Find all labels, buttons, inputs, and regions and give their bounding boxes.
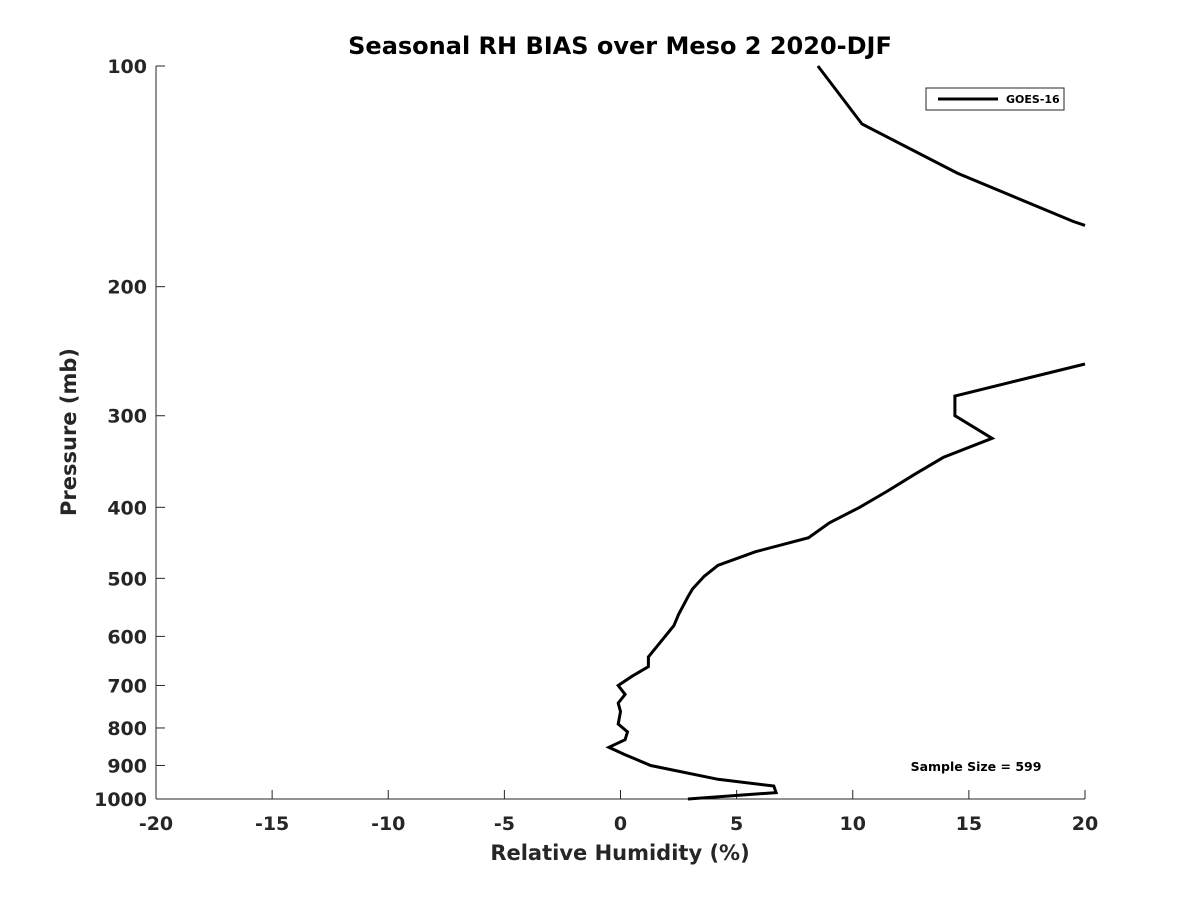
- series-line-goes-16: [816, 65, 1086, 227]
- x-axis-label: Relative Humidity (%): [490, 841, 749, 865]
- x-tick-label: -20: [139, 813, 173, 835]
- y-ticks: 100 200 300 400 500 600 700 800 900 1000: [94, 56, 165, 811]
- y-tick-label: 300: [107, 406, 147, 428]
- x-tick-label: -10: [371, 813, 405, 835]
- x-tick-label: 0: [614, 813, 627, 835]
- x-tick-label: 15: [956, 813, 982, 835]
- x-ticks: -20 -15 -10 -5 0 5 10 15 20: [139, 790, 1098, 835]
- x-tick-label: -5: [494, 813, 515, 835]
- legend-entry-goes-16: GOES-16: [1006, 93, 1060, 106]
- series-line-goes-16: [605, 362, 1086, 801]
- x-tick-label: -15: [255, 813, 289, 835]
- y-tick-label: 200: [107, 277, 147, 299]
- y-tick-label: 400: [107, 497, 147, 519]
- series-group: [605, 65, 1086, 801]
- y-tick-label: 500: [107, 568, 147, 590]
- y-tick-label: 700: [107, 675, 147, 697]
- y-tick-label: 900: [107, 755, 147, 777]
- x-tick-label: 10: [840, 813, 866, 835]
- x-tick-label: 20: [1072, 813, 1098, 835]
- y-tick-label: 600: [107, 626, 147, 648]
- legend: GOES-16: [925, 87, 1065, 111]
- y-tick-label: 1000: [94, 789, 147, 811]
- chart-title: Seasonal RH BIAS over Meso 2 2020-DJF: [348, 32, 892, 60]
- y-tick-label: 100: [107, 56, 147, 78]
- y-axis-label: Pressure (mb): [57, 348, 81, 516]
- y-tick-label: 800: [107, 718, 147, 740]
- x-tick-label: 5: [730, 813, 743, 835]
- sample-size-annotation: Sample Size = 599: [911, 759, 1042, 774]
